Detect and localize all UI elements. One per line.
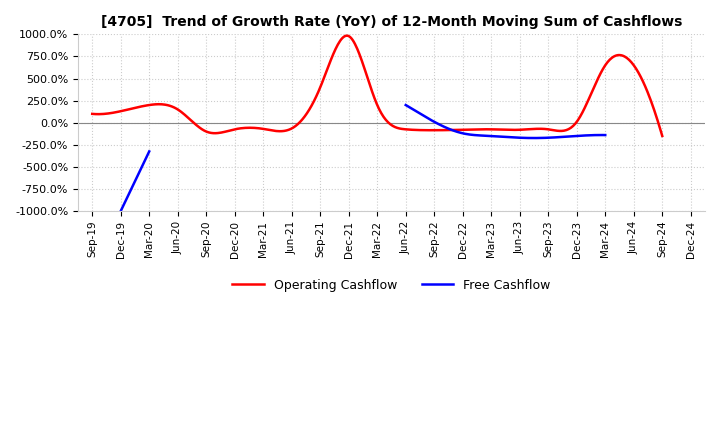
Operating Cashflow bbox=[343, 33, 351, 38]
Legend: Operating Cashflow, Free Cashflow: Operating Cashflow, Free Cashflow bbox=[228, 274, 556, 297]
Operating Cashflow bbox=[363, 75, 372, 81]
Title: [4705]  Trend of Growth Rate (YoY) of 12-Month Moving Sum of Cashflows: [4705] Trend of Growth Rate (YoY) of 12-… bbox=[101, 15, 682, 29]
Operating Cashflow bbox=[360, 65, 369, 70]
Operating Cashflow bbox=[557, 128, 565, 134]
Operating Cashflow bbox=[397, 126, 406, 132]
Operating Cashflow bbox=[658, 133, 667, 139]
Line: Operating Cashflow: Operating Cashflow bbox=[92, 36, 662, 136]
Operating Cashflow bbox=[88, 111, 96, 117]
Operating Cashflow bbox=[428, 128, 437, 133]
Operating Cashflow bbox=[645, 95, 654, 100]
Line: Free Cashflow: Free Cashflow bbox=[121, 151, 149, 211]
Free Cashflow bbox=[117, 209, 125, 214]
Free Cashflow bbox=[145, 149, 153, 154]
